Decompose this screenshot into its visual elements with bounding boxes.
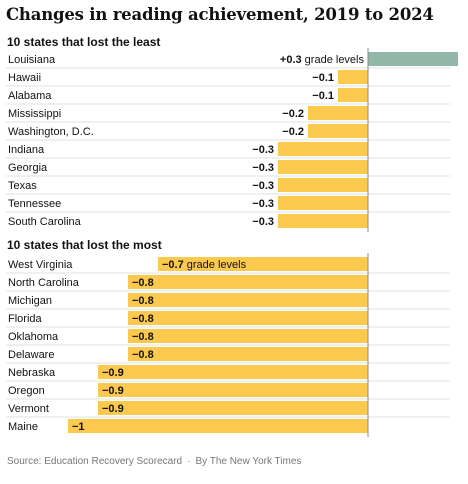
value-label: −0.2 <box>282 108 304 120</box>
value-number: −0.8 <box>132 331 154 343</box>
bar <box>98 383 368 397</box>
bar <box>128 275 368 289</box>
value-label: +0.3 grade levels <box>280 54 365 66</box>
value-number: −0.8 <box>132 277 154 289</box>
value-unit: grade levels <box>184 259 247 271</box>
row-label: West Virginia <box>8 259 73 271</box>
bar <box>128 329 368 343</box>
row-label: Florida <box>8 313 43 325</box>
value-number: −0.9 <box>102 385 124 397</box>
value-label: −0.9 <box>102 403 124 415</box>
value-label: −0.3 <box>252 180 274 192</box>
source-note: Source: Education Recovery Scorecard · By … <box>7 456 301 467</box>
value-unit: grade levels <box>302 54 365 66</box>
value-number: −1 <box>72 421 85 433</box>
value-number: −0.7 <box>162 259 184 271</box>
row-label: Georgia <box>8 162 48 174</box>
value-number: −0.9 <box>102 403 124 415</box>
value-label: −0.8 <box>132 349 154 361</box>
row-label: Hawaii <box>8 72 41 84</box>
row-label: South Carolina <box>8 216 82 228</box>
value-number: −0.8 <box>132 295 154 307</box>
value-number: −0.8 <box>132 349 154 361</box>
value-label: −0.2 <box>282 126 304 138</box>
value-number: −0.2 <box>282 108 304 120</box>
bar <box>278 178 368 192</box>
value-label: −0.1 <box>312 90 334 102</box>
row-label: Mississippi <box>8 108 61 120</box>
value-label: −0.3 <box>252 216 274 228</box>
bar <box>158 257 368 271</box>
bar <box>128 293 368 307</box>
bar <box>278 142 368 156</box>
bar <box>278 214 368 228</box>
value-number: −0.3 <box>252 180 274 192</box>
bar <box>98 365 368 379</box>
value-label: −0.3 <box>252 198 274 210</box>
bar <box>278 160 368 174</box>
value-number: −0.3 <box>252 162 274 174</box>
value-label: −0.9 <box>102 385 124 397</box>
row-label: Oklahoma <box>8 331 59 343</box>
bar <box>368 52 458 66</box>
row-label: Washington, D.C. <box>8 126 94 138</box>
separator-dot: · <box>187 456 191 467</box>
value-number: −0.3 <box>252 216 274 228</box>
value-label: −0.8 <box>132 313 154 325</box>
bar <box>68 419 368 433</box>
value-label: −0.8 <box>132 331 154 343</box>
section-heading-least: 10 states that lost the least <box>7 35 161 49</box>
row-label: Louisiana <box>8 54 56 66</box>
value-number: −0.1 <box>312 72 334 84</box>
value-label: −0.9 <box>102 367 124 379</box>
row-label: Alabama <box>8 90 52 102</box>
row-label: Indiana <box>8 144 45 156</box>
bar <box>98 401 368 415</box>
row-label: Michigan <box>8 295 52 307</box>
row-label: North Carolina <box>8 277 80 289</box>
value-number: −0.1 <box>312 90 334 102</box>
value-number: −0.3 <box>252 198 274 210</box>
section-heading-most: 10 states that lost the most <box>7 238 162 252</box>
value-label: −0.3 <box>252 144 274 156</box>
row-label: Tennessee <box>8 198 61 210</box>
row-label: Maine <box>8 421 38 433</box>
row-label: Texas <box>8 180 37 192</box>
value-label: −1 <box>72 421 85 433</box>
bar <box>338 70 368 84</box>
value-label: −0.8 <box>132 277 154 289</box>
row-label: Delaware <box>8 349 54 361</box>
value-number: −0.9 <box>102 367 124 379</box>
value-label: −0.7 grade levels <box>162 259 247 271</box>
value-number: −0.3 <box>252 144 274 156</box>
value-label: −0.1 <box>312 72 334 84</box>
bar <box>278 196 368 210</box>
bar <box>308 106 368 120</box>
row-label: Nebraska <box>8 367 56 379</box>
value-number: +0.3 <box>280 54 302 66</box>
bar <box>128 347 368 361</box>
value-number: −0.8 <box>132 313 154 325</box>
row-label: Vermont <box>8 403 49 415</box>
source-text: Source: Education Recovery Scorecard <box>7 456 183 467</box>
value-label: −0.8 <box>132 295 154 307</box>
bar <box>338 88 368 102</box>
value-number: −0.2 <box>282 126 304 138</box>
row-label: Oregon <box>8 385 45 397</box>
value-label: −0.3 <box>252 162 274 174</box>
credit-text: By The New York Times <box>195 456 302 467</box>
bar <box>308 124 368 138</box>
chart-title: Changes in reading achievement, 2019 to … <box>6 5 434 24</box>
bar <box>128 311 368 325</box>
